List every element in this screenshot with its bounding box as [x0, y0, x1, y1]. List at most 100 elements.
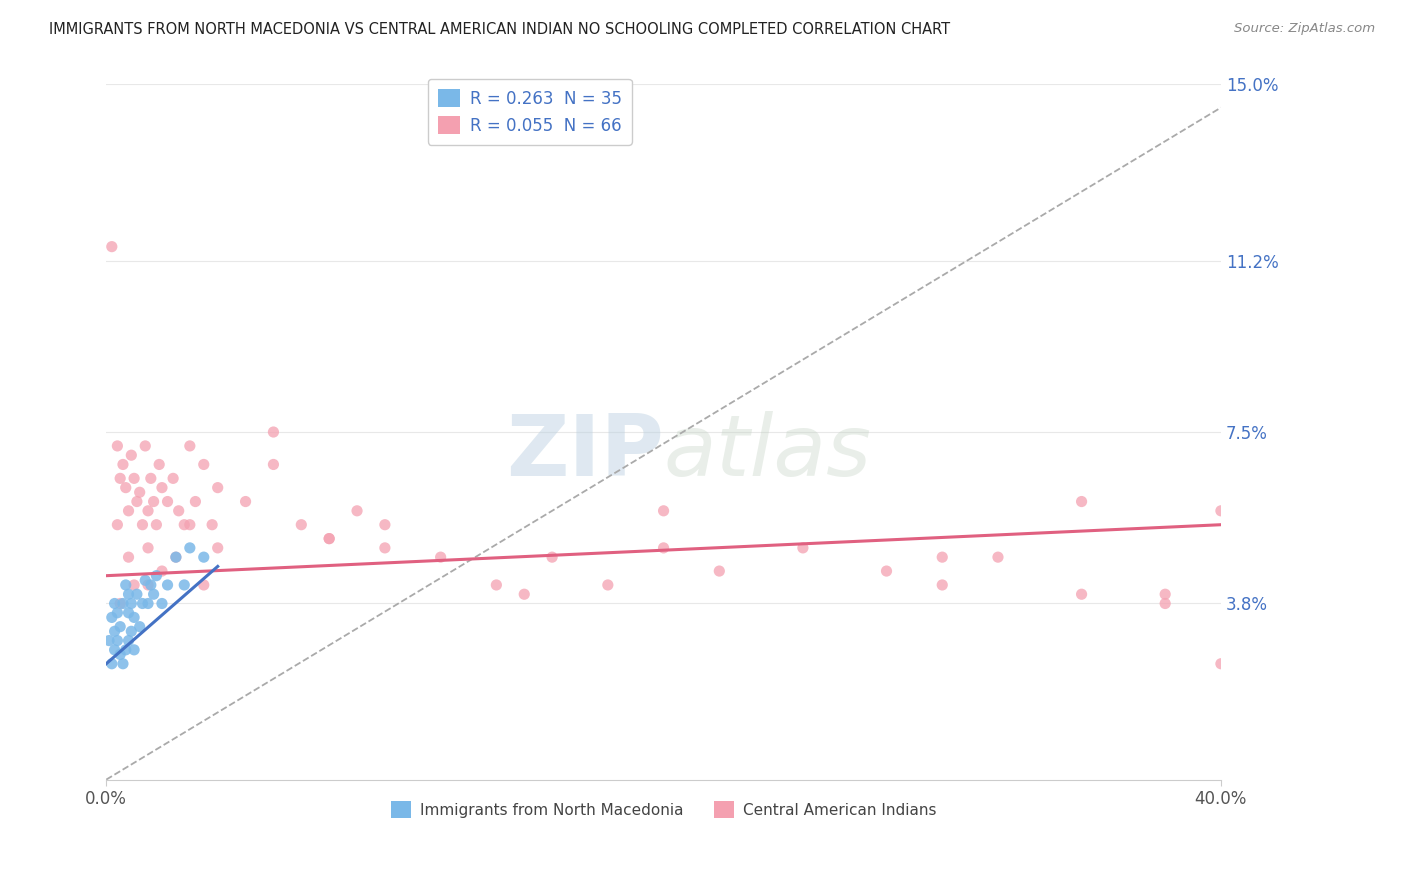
Point	[165, 550, 187, 565]
Point	[262, 425, 284, 439]
Point	[148, 458, 170, 472]
Point	[120, 597, 142, 611]
Point	[101, 610, 124, 624]
Point	[128, 485, 150, 500]
Point	[262, 458, 284, 472]
Point	[1209, 504, 1232, 518]
Point	[201, 517, 224, 532]
Point	[122, 643, 145, 657]
Point	[193, 578, 215, 592]
Point	[136, 504, 159, 518]
Point	[114, 481, 136, 495]
Point	[931, 578, 953, 592]
Point	[120, 448, 142, 462]
Point	[652, 541, 675, 555]
Point	[179, 541, 201, 555]
Point	[193, 550, 215, 565]
Point	[145, 568, 167, 582]
Point	[111, 657, 134, 671]
Point	[122, 578, 145, 592]
Point	[1209, 657, 1232, 671]
Point	[652, 504, 675, 518]
Text: Source: ZipAtlas.com: Source: ZipAtlas.com	[1234, 22, 1375, 36]
Point	[346, 504, 368, 518]
Point	[184, 494, 207, 508]
Point	[485, 578, 508, 592]
Point	[541, 550, 564, 565]
Point	[1070, 587, 1092, 601]
Point	[134, 574, 156, 588]
Point	[105, 439, 128, 453]
Point	[108, 471, 131, 485]
Point	[114, 643, 136, 657]
Point	[167, 504, 190, 518]
Point	[136, 578, 159, 592]
Point	[142, 587, 165, 601]
Point	[104, 624, 127, 639]
Point	[139, 578, 162, 592]
Point	[1154, 587, 1177, 601]
Point	[374, 541, 396, 555]
Point	[150, 597, 173, 611]
Point	[122, 471, 145, 485]
Point	[108, 597, 131, 611]
Point	[145, 517, 167, 532]
Point	[179, 517, 201, 532]
Point	[117, 606, 139, 620]
Point	[318, 532, 340, 546]
Point	[114, 578, 136, 592]
Point	[128, 620, 150, 634]
Point	[104, 597, 127, 611]
Point	[111, 458, 134, 472]
Point	[987, 550, 1010, 565]
Point	[120, 624, 142, 639]
Point	[117, 587, 139, 601]
Text: ZIP: ZIP	[506, 411, 664, 494]
Point	[142, 494, 165, 508]
Point	[931, 550, 953, 565]
Legend: Immigrants from North Macedonia, Central American Indians: Immigrants from North Macedonia, Central…	[385, 796, 942, 824]
Point	[131, 517, 153, 532]
Text: atlas: atlas	[664, 411, 872, 494]
Point	[105, 633, 128, 648]
Point	[173, 517, 195, 532]
Point	[193, 458, 215, 472]
Point	[105, 606, 128, 620]
Point	[290, 517, 312, 532]
Text: IMMIGRANTS FROM NORTH MACEDONIA VS CENTRAL AMERICAN INDIAN NO SCHOOLING COMPLETE: IMMIGRANTS FROM NORTH MACEDONIA VS CENTR…	[49, 22, 950, 37]
Point	[111, 597, 134, 611]
Point	[117, 550, 139, 565]
Point	[108, 648, 131, 662]
Point	[207, 481, 229, 495]
Point	[105, 517, 128, 532]
Point	[134, 439, 156, 453]
Point	[139, 471, 162, 485]
Point	[876, 564, 898, 578]
Point	[318, 532, 340, 546]
Point	[156, 578, 179, 592]
Point	[98, 633, 121, 648]
Point	[125, 494, 148, 508]
Point	[101, 240, 124, 254]
Point	[207, 541, 229, 555]
Point	[101, 657, 124, 671]
Point	[150, 564, 173, 578]
Point	[131, 597, 153, 611]
Point	[792, 541, 814, 555]
Point	[150, 481, 173, 495]
Point	[1154, 597, 1177, 611]
Point	[179, 439, 201, 453]
Point	[136, 597, 159, 611]
Point	[709, 564, 731, 578]
Point	[374, 517, 396, 532]
Point	[173, 578, 195, 592]
Point	[235, 494, 257, 508]
Point	[596, 578, 619, 592]
Point	[117, 633, 139, 648]
Point	[136, 541, 159, 555]
Point	[125, 587, 148, 601]
Point	[513, 587, 536, 601]
Point	[104, 643, 127, 657]
Point	[156, 494, 179, 508]
Point	[122, 610, 145, 624]
